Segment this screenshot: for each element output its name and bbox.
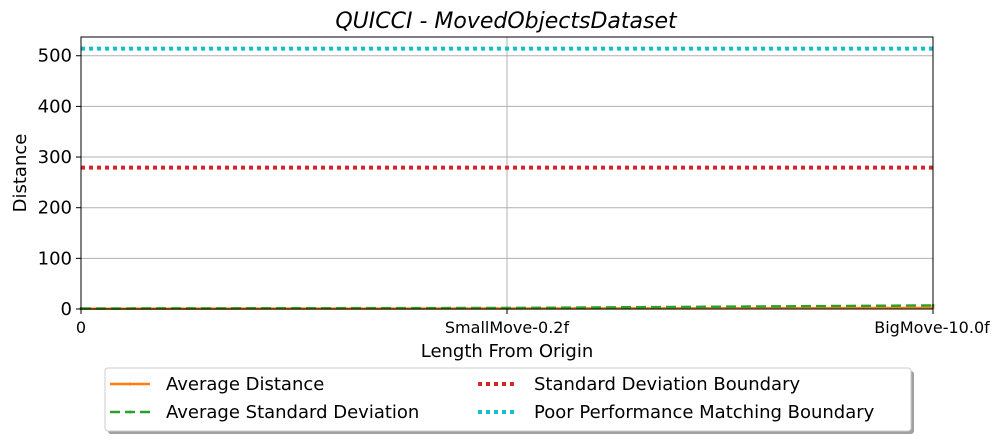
legend-marker-2 bbox=[128, 410, 132, 414]
y-tick-label: 400 bbox=[38, 96, 72, 117]
y-tick-label: 300 bbox=[38, 147, 72, 168]
chart-title: QUICCI - MovedObjectsDataset bbox=[335, 9, 678, 34]
legend-label-1: Average Distance bbox=[166, 374, 324, 395]
y-axis-label: Distance bbox=[10, 134, 31, 213]
x-axis-ticks: 0 SmallMove-0.2f BigMove-10.0f bbox=[76, 309, 990, 337]
legend: Average Distance Average Standard Deviati… bbox=[104, 367, 914, 434]
y-tick-label: 200 bbox=[38, 198, 72, 219]
legend-box bbox=[104, 367, 912, 432]
x-tick-label: SmallMove-0.2f bbox=[445, 318, 570, 337]
y-axis-ticks: 0 100 200 300 400 500 bbox=[38, 46, 81, 320]
legend-label-2: Average Standard Deviation bbox=[166, 402, 419, 423]
x-tick-label: 0 bbox=[76, 318, 86, 337]
legend-label-4: Poor Performance Matching Boundary bbox=[534, 402, 875, 423]
legend-marker-1 bbox=[128, 382, 132, 386]
y-tick-label: 0 bbox=[61, 299, 72, 320]
x-axis-label: Length From Origin bbox=[421, 341, 594, 362]
y-tick-label: 500 bbox=[38, 46, 72, 67]
y-tick-label: 100 bbox=[38, 248, 72, 269]
legend-label-3: Standard Deviation Boundary bbox=[534, 374, 800, 395]
x-tick-label: BigMove-10.0f bbox=[874, 318, 990, 337]
